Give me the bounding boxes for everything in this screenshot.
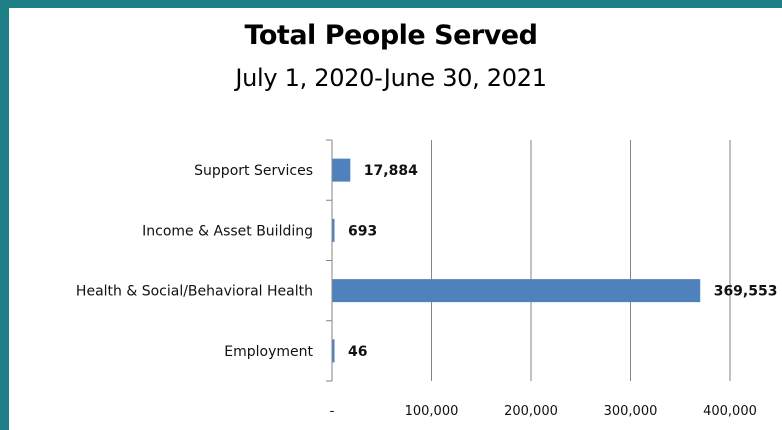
bar	[332, 218, 335, 242]
category-label: Support Services	[194, 163, 313, 179]
x-tick-label: 300,000	[604, 404, 658, 419]
x-tick-label: -	[330, 404, 335, 419]
category-label: Employment	[224, 344, 313, 360]
chart-panel	[9, 8, 782, 430]
bar	[332, 339, 335, 363]
bar	[332, 158, 351, 182]
chart-subtitle: July 1, 2020-June 30, 2021	[235, 64, 547, 92]
data-label: 369,553	[714, 284, 778, 300]
category-label: Health & Social/Behavioral Health	[76, 284, 313, 300]
data-label: 17,884	[364, 163, 418, 179]
bar	[332, 279, 701, 303]
category-label: Income & Asset Building	[142, 223, 313, 239]
x-tick-label: 200,000	[504, 404, 558, 419]
x-tick-label: 400,000	[703, 404, 757, 419]
data-label: 46	[348, 344, 367, 360]
x-tick-label: 100,000	[405, 404, 459, 419]
data-label: 693	[348, 223, 377, 239]
chart-title: Total People Served	[244, 20, 538, 51]
